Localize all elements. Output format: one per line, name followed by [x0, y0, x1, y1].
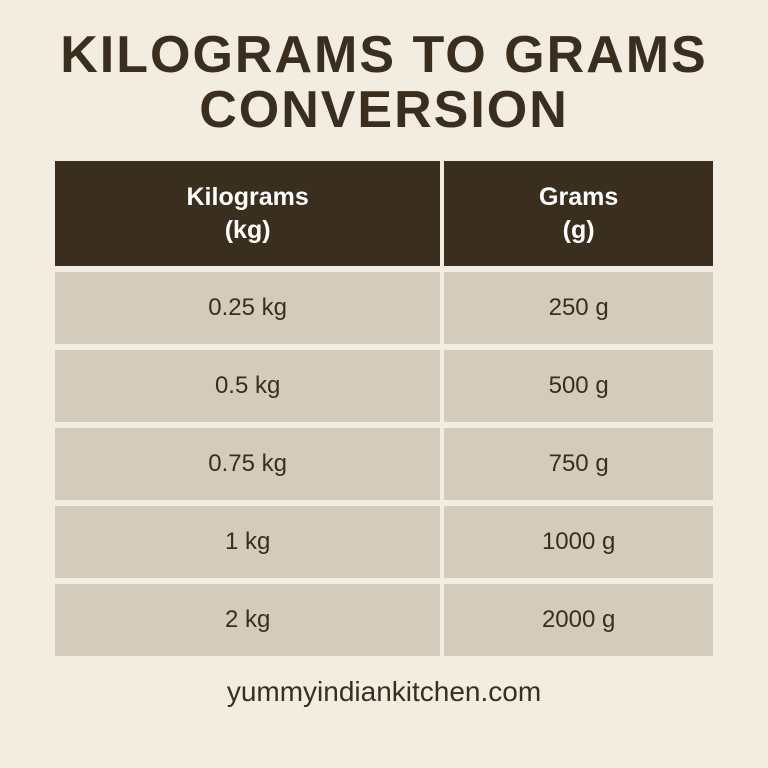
- cell-grams: 750 g: [444, 428, 713, 500]
- cell-grams: 250 g: [444, 272, 713, 344]
- column-header-label: Kilograms: [187, 183, 309, 211]
- footer-attribution: yummyindiankitchen.com: [227, 676, 541, 708]
- cell-grams: 500 g: [444, 350, 713, 422]
- cell-grams: 1000 g: [444, 506, 713, 578]
- cell-kilograms: 0.5 kg: [55, 350, 440, 422]
- cell-grams: 2000 g: [444, 584, 713, 656]
- page-title: KILOGRAMS TO GRAMS CONVERSION: [0, 28, 768, 137]
- column-header-unit: (kg): [65, 214, 430, 247]
- table-row: 2 kg 2000 g: [55, 584, 713, 656]
- table-row: 0.5 kg 500 g: [55, 350, 713, 422]
- cell-kilograms: 0.25 kg: [55, 272, 440, 344]
- table-header-row: Kilograms (kg) Grams (g): [55, 161, 713, 266]
- column-header-label: Grams: [539, 183, 618, 211]
- column-header-unit: (g): [454, 214, 703, 247]
- column-header-kilograms: Kilograms (kg): [55, 161, 440, 266]
- table-row: 0.75 kg 750 g: [55, 428, 713, 500]
- table-row: 1 kg 1000 g: [55, 506, 713, 578]
- cell-kilograms: 1 kg: [55, 506, 440, 578]
- conversion-table: Kilograms (kg) Grams (g) 0.25 kg 250 g 0…: [51, 155, 717, 662]
- cell-kilograms: 0.75 kg: [55, 428, 440, 500]
- column-header-grams: Grams (g): [444, 161, 713, 266]
- cell-kilograms: 2 kg: [55, 584, 440, 656]
- table-row: 0.25 kg 250 g: [55, 272, 713, 344]
